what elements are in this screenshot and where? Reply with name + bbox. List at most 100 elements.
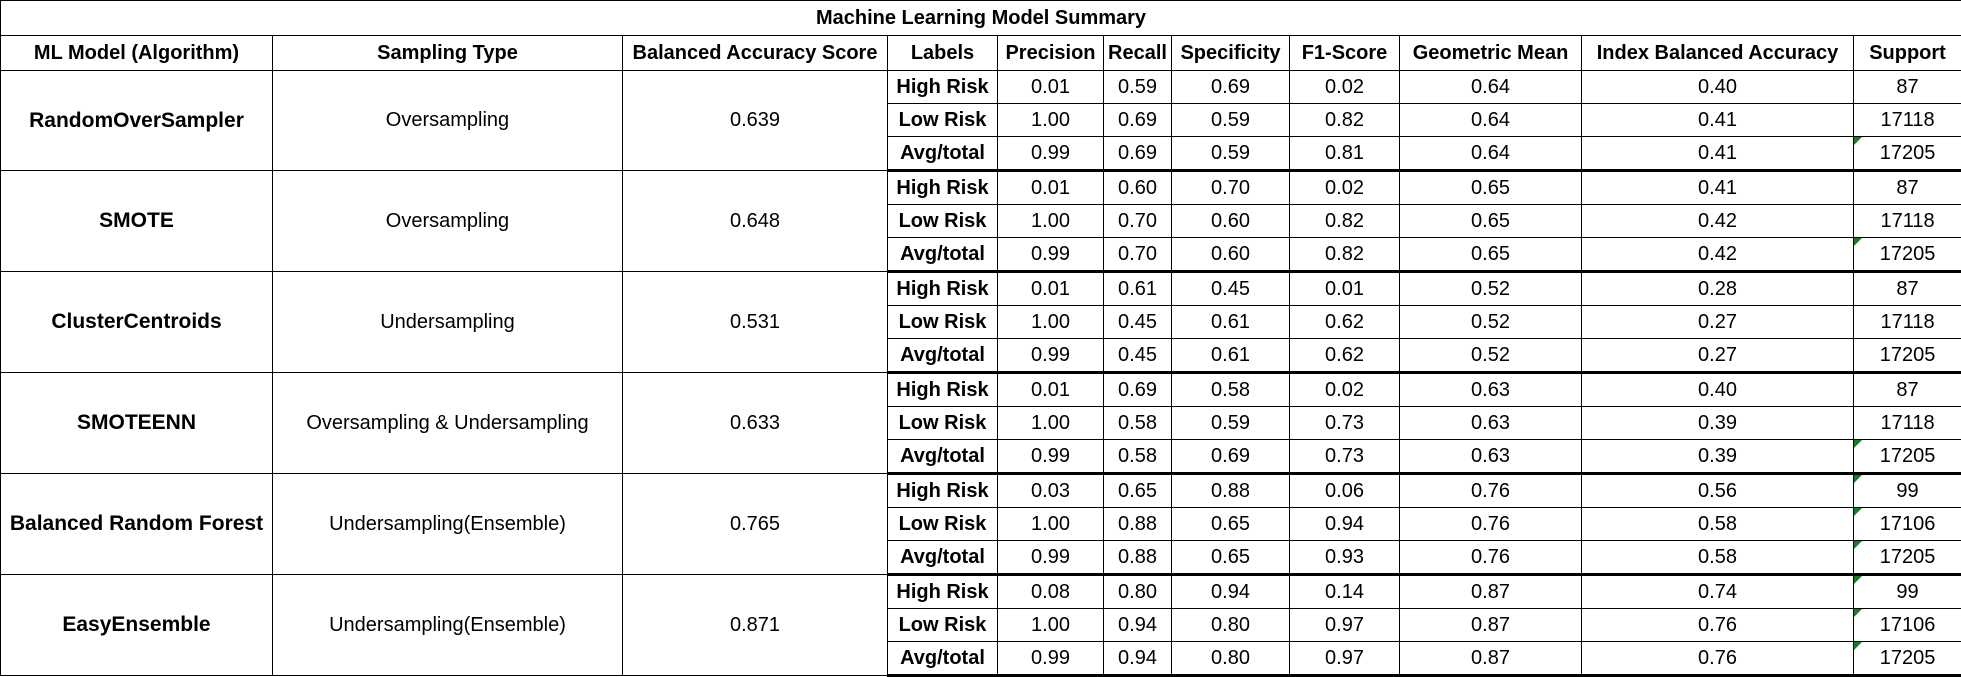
geometric-mean-cell: 0.64 xyxy=(1399,136,1582,172)
recall-cell: 0.94 xyxy=(1103,608,1172,642)
cell-indicator-icon xyxy=(1854,137,1862,145)
label-cell: Low Risk xyxy=(887,507,998,541)
f1-score-cell: 0.97 xyxy=(1289,641,1400,677)
label-cell: Avg/total xyxy=(887,237,998,273)
model-name-cell: SMOTE xyxy=(0,170,273,272)
f1-score-cell: 0.73 xyxy=(1289,439,1400,475)
index-balanced-accuracy-cell: 0.39 xyxy=(1581,406,1854,440)
support-cell: 17118 xyxy=(1852,406,1961,440)
support-cell: 87 xyxy=(1852,372,1961,407)
col-header-sampling-type: Sampling Type xyxy=(272,35,623,71)
table-row: Avg/total 0.99 0.69 0.59 0.81 0.64 0.41 17205 xyxy=(1,136,1961,172)
recall-cell: 0.45 xyxy=(1103,338,1172,374)
label-cell: High Risk xyxy=(887,372,998,407)
cell-indicator-icon xyxy=(1854,238,1862,246)
geometric-mean-cell: 0.65 xyxy=(1399,170,1582,205)
precision-cell: 0.01 xyxy=(997,271,1104,306)
col-header-f1-score: F1-Score xyxy=(1289,35,1400,71)
table-row: RandomOverSampler Oversampling 0.639 High R… xyxy=(0,70,1961,171)
label-cell: Low Risk xyxy=(887,305,998,339)
balanced-accuracy-cell: 0.531 xyxy=(622,271,888,373)
index-balanced-accuracy-cell: 0.28 xyxy=(1581,271,1854,306)
index-balanced-accuracy-cell: 0.41 xyxy=(1581,136,1854,172)
label-cell: Low Risk xyxy=(887,204,998,238)
geometric-mean-cell: 0.65 xyxy=(1399,204,1582,238)
precision-cell: 1.00 xyxy=(997,103,1104,137)
precision-cell: 0.01 xyxy=(997,170,1104,205)
geometric-mean-cell: 0.52 xyxy=(1399,305,1582,339)
precision-cell: 1.00 xyxy=(997,204,1104,238)
geometric-mean-cell: 0.76 xyxy=(1399,540,1582,576)
f1-score-cell: 0.97 xyxy=(1289,608,1400,642)
index-balanced-accuracy-cell: 0.41 xyxy=(1581,170,1854,205)
label-cell: Low Risk xyxy=(887,608,998,642)
recall-cell: 0.69 xyxy=(1103,136,1172,172)
balanced-accuracy-cell: 0.633 xyxy=(622,372,888,474)
specificity-cell: 0.60 xyxy=(1171,237,1290,273)
support-value: 17205 xyxy=(1879,444,1936,467)
col-header-labels: Labels xyxy=(887,35,998,71)
sampling-type-cell: Undersampling(Ensemble) xyxy=(272,574,623,676)
cell-indicator-icon xyxy=(1854,541,1862,549)
geometric-mean-cell: 0.87 xyxy=(1399,641,1582,677)
geometric-mean-cell: 0.64 xyxy=(1399,70,1582,104)
support-value: 17205 xyxy=(1879,242,1936,265)
specificity-cell: 0.70 xyxy=(1171,170,1290,205)
specificity-cell: 0.45 xyxy=(1171,271,1290,306)
support-value: 17118 xyxy=(1880,108,1935,131)
specificity-cell: 0.69 xyxy=(1171,70,1290,104)
label-cell: Avg/total xyxy=(887,338,998,374)
table-title: Machine Learning Model Summary xyxy=(0,0,1961,36)
cell-indicator-icon xyxy=(1854,576,1862,584)
table-row: Low Risk 1.00 0.70 0.60 0.82 0.65 0.42 17118 xyxy=(1,204,1961,238)
recall-cell: 0.45 xyxy=(1103,305,1172,339)
f1-score-cell: 0.82 xyxy=(1289,237,1400,273)
geometric-mean-cell: 0.52 xyxy=(1399,338,1582,374)
f1-score-cell: 0.82 xyxy=(1289,204,1400,238)
specificity-cell: 0.80 xyxy=(1171,608,1290,642)
precision-cell: 1.00 xyxy=(997,305,1104,339)
recall-cell: 0.61 xyxy=(1103,271,1172,306)
model-name-cell: EasyEnsemble xyxy=(0,574,273,676)
recall-cell: 0.80 xyxy=(1103,574,1172,609)
model-name-cell: ClusterCentroids xyxy=(0,271,273,373)
specificity-cell: 0.65 xyxy=(1171,507,1290,541)
geometric-mean-cell: 0.52 xyxy=(1399,271,1582,306)
sampling-type-cell: Oversampling xyxy=(272,170,623,272)
specificity-cell: 0.60 xyxy=(1171,204,1290,238)
support-cell: 87 xyxy=(1852,170,1961,205)
support-value: 99 xyxy=(1896,479,1919,502)
index-balanced-accuracy-cell: 0.58 xyxy=(1581,540,1854,576)
index-balanced-accuracy-cell: 0.42 xyxy=(1581,204,1854,238)
support-value: 87 xyxy=(1896,75,1919,98)
support-value: 17118 xyxy=(1880,411,1935,434)
support-cell: 99 xyxy=(1852,574,1961,609)
geometric-mean-cell: 0.76 xyxy=(1399,473,1582,508)
f1-score-cell: 0.06 xyxy=(1289,473,1400,508)
col-header-precision: Precision xyxy=(997,35,1104,71)
recall-cell: 0.58 xyxy=(1103,439,1172,475)
table-row: Low Risk 1.00 0.88 0.65 0.94 0.76 0.58 17106 xyxy=(1,507,1961,541)
f1-score-cell: 0.81 xyxy=(1289,136,1400,172)
cell-indicator-icon xyxy=(1854,642,1862,650)
specificity-cell: 0.88 xyxy=(1171,473,1290,508)
recall-cell: 0.94 xyxy=(1103,641,1172,677)
support-cell: 17205 xyxy=(1852,540,1961,576)
precision-cell: 0.99 xyxy=(997,237,1104,273)
table-row: SMOTE Oversampling 0.648 High Risk 0.01 0.60 0… xyxy=(0,170,1961,272)
support-value: 17118 xyxy=(1880,310,1935,333)
support-cell: 17205 xyxy=(1852,641,1961,677)
sampling-type-cell: Oversampling & Undersampling xyxy=(272,372,623,474)
f1-score-cell: 0.02 xyxy=(1289,372,1400,407)
recall-cell: 0.70 xyxy=(1103,237,1172,273)
precision-cell: 0.03 xyxy=(997,473,1104,508)
table-row: Avg/total 0.99 0.94 0.80 0.97 0.87 0.76 17205 xyxy=(1,641,1961,677)
support-cell: 17118 xyxy=(1852,103,1961,137)
support-cell: 87 xyxy=(1852,70,1961,104)
recall-cell: 0.69 xyxy=(1103,103,1172,137)
support-cell: 17118 xyxy=(1852,204,1961,238)
support-value: 17205 xyxy=(1879,343,1936,366)
index-balanced-accuracy-cell: 0.56 xyxy=(1581,473,1854,508)
f1-score-cell: 0.62 xyxy=(1289,305,1400,339)
